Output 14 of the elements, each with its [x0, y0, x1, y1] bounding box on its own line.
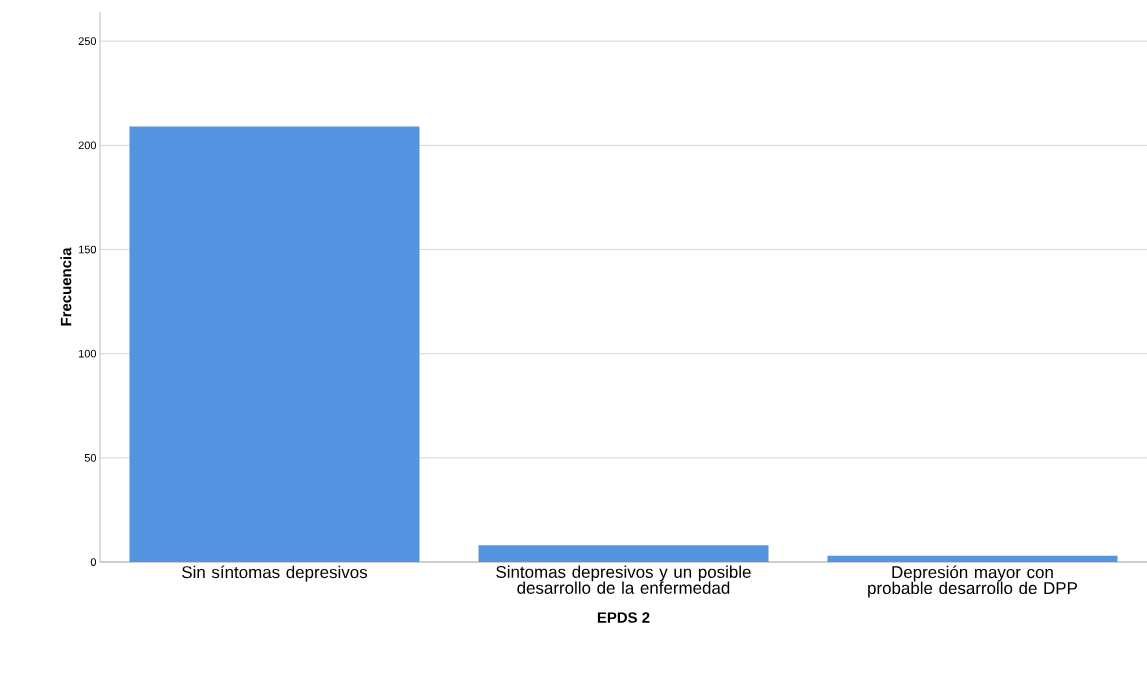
y-tick-label: 250: [78, 37, 97, 46]
y-tick-label: 0: [90, 558, 97, 566]
x-tick-label: Sin síntomas depresivos: [182, 565, 368, 582]
x-tick-label: Depresión mayor con probable desarrollo de DPP: [868, 565, 1077, 598]
y-tick-label: 50: [84, 453, 97, 462]
x-axis-title: EPDS 2: [597, 612, 650, 623]
x-tick-label: Sintomas depresivos y un posible desarrollo de la enfermedad: [496, 565, 751, 594]
y-tick-label: 100: [79, 349, 97, 358]
y-tick-label: 150: [79, 245, 97, 254]
y-axis-title: Frecuencia: [60, 247, 72, 326]
y-tick-label: 200: [78, 141, 97, 150]
bar: [827, 555, 1118, 562]
bar: [478, 545, 769, 562]
bar: [129, 126, 420, 562]
